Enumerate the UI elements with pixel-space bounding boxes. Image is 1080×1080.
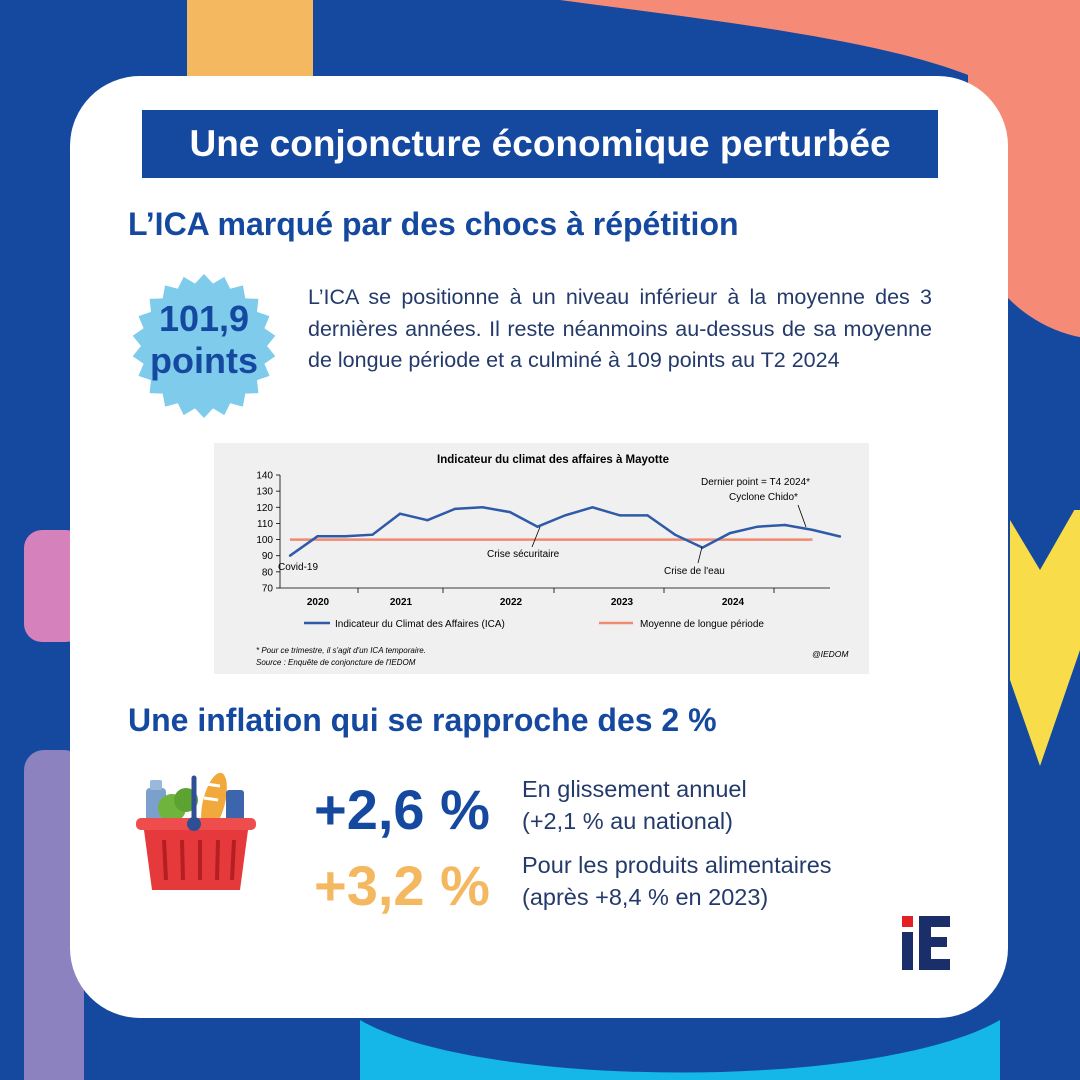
inflation-annual-desc: En glissement annuel (+2,1 % au national… <box>522 773 747 837</box>
content-card: Une conjoncture économique perturbée L’I… <box>70 76 1008 1018</box>
x-tick-label: 2020 <box>307 597 330 608</box>
badge-starburst-icon <box>132 274 276 418</box>
ica-data-point <box>316 535 319 538</box>
ica-data-point <box>783 523 787 527</box>
ica-data-point <box>838 535 842 538</box>
ica-data-point <box>536 525 539 528</box>
chart-footnote: * Pour ce trimestre, il s'agit d'un ICA … <box>256 646 426 655</box>
x-tick-label: 2021 <box>390 597 413 608</box>
y-tick-label: 140 <box>256 471 273 482</box>
y-tick-label: 100 <box>256 535 273 546</box>
annotation-dernier: Dernier point = T4 2024* <box>701 477 810 488</box>
x-tick-label: 2022 <box>500 597 523 608</box>
ica-data-point <box>756 525 759 528</box>
badge-value: 101,9 <box>158 298 250 339</box>
annotation-securite: Crise sécuritaire <box>487 549 560 560</box>
x-tick-label: 2024 <box>722 597 745 608</box>
ica-data-point <box>563 514 567 517</box>
legend-mean-label: Moyenne de longue période <box>640 619 764 630</box>
iedom-logo-icon <box>902 916 950 970</box>
ica-data-point <box>343 535 347 538</box>
chart-credit: @IEDOM <box>812 649 849 659</box>
ica-data-point <box>646 514 649 517</box>
inflation-food-note: (après +8,4 % en 2023) <box>522 884 769 910</box>
deco-cyan-arc <box>360 1020 1000 1080</box>
deco-coral-arc <box>560 0 980 80</box>
badge-unit: points <box>150 340 258 381</box>
annotation-securite-leader <box>531 526 541 548</box>
annotation-eau: Crise de l'eau <box>664 566 725 577</box>
x-tick-label: 2023 <box>611 597 634 608</box>
annotation-covid: Covid-19 <box>278 562 318 573</box>
ica-data-point <box>618 514 622 517</box>
shopping-basket-icon <box>136 772 256 890</box>
ica-data-point <box>398 512 402 515</box>
ica-data-point <box>673 533 677 536</box>
ica-data-point <box>426 519 429 522</box>
ica-description: L’ICA se positionne à un niveau inférieu… <box>308 285 932 372</box>
ica-badge: 101,9 points <box>130 272 278 420</box>
ica-data-point <box>288 554 292 557</box>
ica-data-point <box>591 506 594 509</box>
inflation-annual-note: (+2,1 % au national) <box>522 808 733 834</box>
y-tick-label: 120 <box>256 503 273 514</box>
ica-data-point <box>728 531 732 535</box>
ica-data-point <box>481 506 484 509</box>
ica-data-point <box>453 507 457 511</box>
ica-chart-svg: Indicateur du climat des affaires à Mayo… <box>256 454 849 667</box>
deco-yellow-chevron <box>1010 510 1080 766</box>
ica-data-point <box>811 528 814 532</box>
annotation-chido: Cyclone Chido* <box>729 492 798 503</box>
y-tick-label: 90 <box>262 551 274 562</box>
annotation-eau-leader <box>697 546 703 564</box>
deco-orange-block <box>187 0 313 80</box>
ica-section-title: L’ICA marqué par des chocs à répétition <box>128 206 739 242</box>
y-tick-label: 80 <box>262 567 274 578</box>
inflation-food-value: +3,2 % <box>314 854 490 917</box>
inflation-annual-value: +2,6 % <box>314 778 490 841</box>
y-tick-label: 110 <box>257 519 273 530</box>
inflation-food-desc: Pour les produits alimentaires (après +8… <box>522 849 832 913</box>
ica-data-point <box>371 533 374 536</box>
annotation-chido-leader <box>797 504 807 528</box>
y-tick-label: 130 <box>256 487 273 498</box>
y-tick-label: 70 <box>262 584 274 595</box>
inflation-annual-label: En glissement annuel <box>522 776 747 802</box>
banner-title: Une conjoncture économique perturbée <box>142 110 938 178</box>
inflation-food-label: Pour les produits alimentaires <box>522 852 832 878</box>
legend-ica-label: Indicateur du Climat des Affaires (ICA) <box>335 619 505 630</box>
inflation-section-title: Une inflation qui se rapproche des 2 % <box>128 702 717 738</box>
chart-title: Indicateur du climat des affaires à Mayo… <box>437 454 669 466</box>
chart-source: Source : Enquête de conjoncture de l'IED… <box>256 658 416 667</box>
ica-chart: Indicateur du climat des affaires à Mayo… <box>214 443 869 674</box>
ica-data-point <box>508 510 512 514</box>
